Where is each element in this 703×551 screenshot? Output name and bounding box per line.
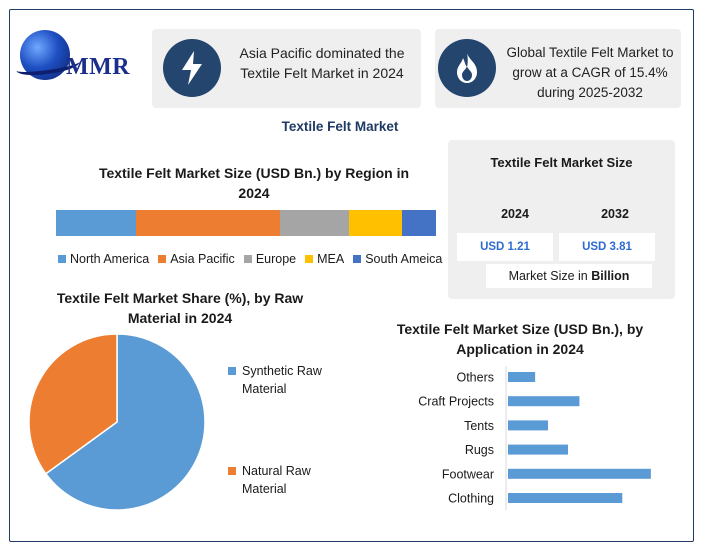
region-legend-item-south-ameica: South Ameica: [353, 252, 442, 266]
region-bar-segment-asia-pacific: [135, 210, 281, 236]
market-size-unit-bold: Billion: [591, 269, 630, 283]
logo-text: MMR: [66, 54, 131, 80]
pie-legend-label-natural: Natural Raw Material: [242, 464, 311, 496]
region-highlight-text: Asia Pacific dominated the Textile Felt …: [239, 45, 405, 81]
pie-legend-swatch-synthetic: [228, 366, 236, 375]
flame-icon: [438, 39, 496, 97]
application-bar-rugs: [508, 444, 568, 455]
region-highlight-card: Asia Pacific dominated the Textile Felt …: [152, 29, 421, 108]
pie-chart-title: Textile Felt Market Share (%), by Raw Ma…: [56, 290, 304, 326]
market-size-2024-value: USD 1.21: [457, 233, 553, 261]
application-label-clothing: Clothing: [448, 492, 494, 506]
pie-slice-natural-raw-material: [28, 333, 118, 475]
market-size-title: Textile Felt Market Size: [490, 155, 633, 170]
region-legend-item-europe: Europe: [243, 252, 297, 266]
application-bar-clothing: [508, 493, 623, 503]
application-label-craft-projects: Craft Projects: [418, 395, 494, 409]
application-label-footwear: Footwear: [442, 467, 494, 481]
pie-legend-label-synthetic: Synthetic Raw Material: [242, 364, 322, 396]
region-stacked-bar: [56, 210, 436, 236]
year-2024-label: 2024: [501, 207, 529, 221]
region-legend-swatch: [158, 255, 167, 263]
mmr-logo: MMR: [15, 28, 144, 88]
pie-slice-synthetic-raw-material: [44, 333, 206, 511]
raw-material-pie-chart: [28, 333, 206, 511]
region-legend-label: South Ameica: [365, 252, 443, 266]
region-legend-swatch: [353, 255, 362, 263]
main-title: Textile Felt Market: [281, 119, 399, 134]
market-size-2032-value: USD 3.81: [559, 233, 655, 261]
application-chart-title: Textile Felt Market Size (USD Bn.), by A…: [396, 321, 644, 357]
region-legend-item-mea: MEA: [305, 252, 344, 266]
region-bar-segment-europe: [280, 210, 349, 236]
application-bar-footwear: [508, 468, 651, 479]
region-legend-swatch: [243, 255, 252, 263]
application-label-rugs: Rugs: [465, 443, 494, 457]
pie-legend-synthetic: Synthetic Raw Material: [228, 362, 342, 398]
application-label-others: Others: [456, 371, 494, 385]
lightning-bolt-icon: [163, 39, 221, 97]
region-bar-segment-south-ameica: [401, 210, 436, 236]
market-size-unit-prefix: Market Size in: [508, 269, 592, 283]
region-legend-label: Europe: [255, 252, 297, 266]
region-legend: North America Asia Pacific Europe MEA South …: [58, 252, 442, 266]
year-2032-label: 2032: [601, 207, 629, 221]
region-chart-title: Textile Felt Market Size (USD Bn.) by Re…: [98, 165, 410, 201]
market-size-unit: Market Size in Billion: [486, 264, 652, 288]
region-legend-swatch: [58, 255, 66, 263]
cagr-highlight-card: Global Textile Felt Market to grow at a …: [435, 29, 681, 108]
region-legend-item-north-america: North America: [58, 252, 149, 266]
region-legend-label: North America: [70, 252, 150, 266]
application-label-tents: Tents: [464, 419, 494, 433]
cagr-highlight-text: Global Textile Felt Market to grow at a …: [506, 45, 674, 100]
application-bar-chart: Others Craft Projects Tents Rugs Footwear Clo…: [418, 366, 651, 510]
application-bar-tents: [508, 420, 548, 431]
pie-legend-swatch-natural: [228, 466, 236, 475]
globe-icon: [20, 30, 70, 80]
pie-legend-natural: Natural Raw Material: [228, 462, 342, 498]
region-bar-segment-mea: [348, 210, 402, 236]
infographic-frame: [9, 9, 694, 542]
region-bar-segment-north-america: [56, 210, 136, 236]
region-legend-item-asia-pacific: Asia Pacific: [158, 252, 235, 266]
region-legend-label: Asia Pacific: [170, 252, 235, 266]
market-size-panel: Textile Felt Market Size 2024 2032 USD 1…: [448, 140, 675, 299]
region-legend-swatch: [305, 255, 314, 263]
application-bar-others: [508, 372, 536, 382]
application-bar-craft-projects: [508, 396, 580, 407]
region-legend-label: MEA: [317, 252, 345, 266]
